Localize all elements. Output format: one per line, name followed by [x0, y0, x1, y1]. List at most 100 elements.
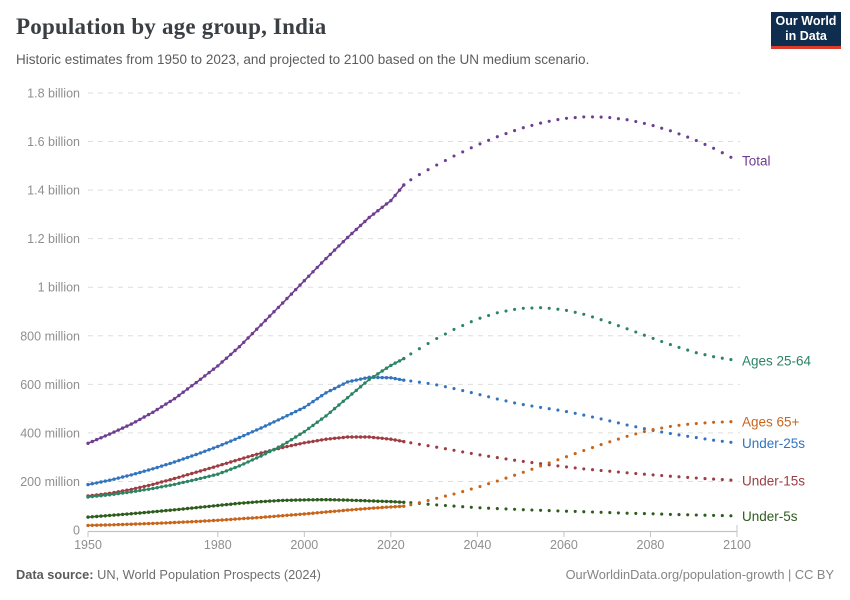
- projected-data-point: [564, 308, 569, 312]
- projected-data-point: [513, 129, 517, 133]
- logo-line-2: in Data: [785, 29, 827, 43]
- projected-data-point: [642, 512, 646, 516]
- data-point: [103, 523, 108, 527]
- projected-data-point: [694, 436, 698, 440]
- data-point: [272, 447, 276, 452]
- data-point: [233, 465, 237, 470]
- data-point: [216, 503, 220, 508]
- projected-data-point: [642, 430, 646, 434]
- citation-link[interactable]: OurWorldinData.org/population-growth | C…: [565, 567, 834, 582]
- data-point: [142, 484, 146, 489]
- data-point: [177, 393, 181, 398]
- projected-data-point: [469, 391, 473, 395]
- projected-data-point: [634, 425, 638, 429]
- series-label-under-5s: Under-5s: [742, 509, 798, 524]
- data-point: [129, 422, 133, 426]
- data-point: [142, 522, 146, 526]
- data-point: [376, 506, 380, 510]
- data-point: [107, 478, 112, 482]
- projected-data-point: [703, 437, 707, 441]
- data-point: [112, 513, 116, 517]
- projected-data-point: [530, 467, 534, 471]
- data-point: [129, 522, 133, 526]
- projected-data-point: [521, 403, 525, 407]
- data-point: [289, 412, 294, 416]
- series-under-5s: Under-5s: [86, 498, 798, 524]
- data-point: [367, 377, 371, 382]
- data-point: [298, 498, 302, 502]
- data-point: [207, 370, 211, 375]
- data-point: [337, 403, 341, 407]
- projected-data-point: [582, 312, 586, 316]
- data-point: [233, 459, 237, 463]
- logo-line-1: Our World: [775, 13, 837, 28]
- data-point: [233, 502, 237, 506]
- projected-data-point: [616, 421, 620, 425]
- data-point: [272, 514, 276, 519]
- data-point: [138, 522, 142, 526]
- projected-data-point: [660, 339, 664, 344]
- projected-data-point: [487, 395, 491, 399]
- projected-data-point: [539, 405, 543, 409]
- projected-data-point: [590, 446, 595, 450]
- data-point: [315, 265, 319, 270]
- data-point: [328, 388, 332, 393]
- data-point: [319, 510, 324, 515]
- data-point: [216, 364, 220, 368]
- data-point: [276, 445, 281, 449]
- projected-data-point: [694, 476, 698, 480]
- projected-data-point: [625, 118, 629, 122]
- data-point: [125, 474, 129, 478]
- data-point: [380, 436, 384, 440]
- projected-data-point: [409, 379, 413, 383]
- projected-data-point: [452, 492, 456, 496]
- data-point: [281, 416, 285, 420]
- data-point: [181, 480, 185, 485]
- data-point: [337, 384, 341, 388]
- projected-data-point: [616, 324, 620, 328]
- data-point: [263, 499, 268, 504]
- data-point: [337, 509, 341, 513]
- data-point: [211, 518, 216, 523]
- data-point: [155, 521, 159, 525]
- data-point: [246, 460, 250, 464]
- projected-data-point: [443, 447, 447, 451]
- projected-data-point: [409, 178, 413, 182]
- data-point: [302, 498, 306, 502]
- data-point: [389, 499, 393, 504]
- projected-data-point: [443, 503, 447, 508]
- projected-data-point: [469, 146, 473, 150]
- projected-data-point: [539, 508, 543, 512]
- data-point: [389, 198, 393, 203]
- data-point: [207, 448, 211, 452]
- data-point: [103, 479, 108, 483]
- y-axis-tick-label: 600 million: [20, 378, 80, 392]
- projected-data-point: [599, 115, 603, 119]
- data-point: [319, 438, 324, 442]
- data-point: [363, 219, 367, 224]
- data-point: [332, 406, 337, 411]
- data-point: [389, 437, 393, 441]
- projected-data-point: [426, 498, 430, 503]
- data-point: [198, 469, 203, 473]
- data-point: [229, 502, 233, 506]
- data-point: [151, 482, 155, 487]
- data-point: [203, 374, 207, 378]
- projected-data-point: [634, 432, 638, 436]
- projected-data-point: [582, 413, 586, 417]
- data-point: [168, 483, 172, 487]
- data-point: [402, 500, 406, 504]
- data-point: [181, 390, 185, 394]
- projected-data-point: [495, 397, 499, 401]
- data-point: [246, 455, 250, 459]
- data-point: [294, 513, 298, 517]
- data-point: [125, 424, 129, 428]
- data-point: [203, 519, 207, 523]
- data-point: [402, 439, 406, 444]
- projected-data-point: [461, 389, 465, 393]
- owid-logo[interactable]: Our World in Data: [771, 12, 841, 49]
- data-point: [250, 331, 255, 336]
- data-point: [207, 466, 211, 471]
- data-point: [263, 452, 268, 456]
